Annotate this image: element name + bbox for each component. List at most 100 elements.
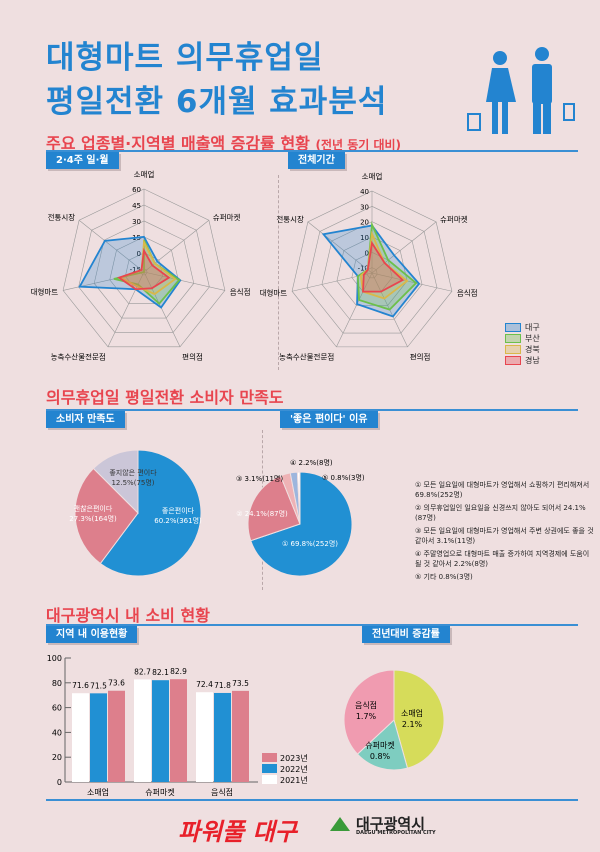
pie-slice bbox=[296, 471, 301, 525]
radar-tick-label: -15 bbox=[130, 266, 141, 274]
pie-label: ③ 3.1%(11명) bbox=[236, 474, 283, 483]
radar-series-대구 bbox=[321, 224, 421, 318]
radar-grid-ring bbox=[321, 221, 423, 320]
page-title-line2: 평일전환 6개월 효과분석 bbox=[46, 84, 388, 120]
radar-tick-label: 0 bbox=[365, 249, 369, 257]
divider bbox=[46, 409, 578, 411]
pie-value: 27.3%(164명) bbox=[69, 514, 117, 523]
tab-satisfaction: 소비자 만족도 bbox=[46, 411, 125, 428]
radar-tick-label: 30 bbox=[360, 203, 369, 211]
legend-label: 2021년 bbox=[280, 775, 308, 785]
bar-value-label: 73.5 bbox=[232, 679, 249, 688]
consumption-charts: 0 20 40 60 80 100 71.6 71.5 73.6 소매업 82.7 82.1 82.9 슈… bbox=[47, 654, 445, 797]
radar-axis-label: 대형마트 bbox=[260, 288, 288, 297]
radar-spoke bbox=[143, 271, 225, 291]
radar-series-경남 bbox=[362, 240, 405, 293]
radar-axis-label: 소매업 bbox=[134, 170, 155, 179]
divider bbox=[46, 150, 578, 152]
y-tick-label: 20 bbox=[52, 753, 62, 762]
city-name: 대구광역시 bbox=[356, 815, 426, 833]
x-tick-label: 슈퍼마켓 bbox=[145, 787, 174, 797]
bar-2022년 bbox=[214, 692, 231, 782]
legend-item: 경남 bbox=[505, 355, 540, 366]
radar-grid-ring bbox=[62, 188, 226, 348]
radar-tick-label: 45 bbox=[132, 202, 141, 210]
pie-label: 슈퍼마켓 bbox=[365, 740, 394, 750]
bar-2023년 bbox=[170, 679, 187, 782]
page-title-line1: 대형마트 의무휴업일 bbox=[46, 40, 324, 76]
bar-value-label: 82.7 bbox=[134, 667, 151, 676]
radar-spoke bbox=[307, 221, 373, 274]
daegu-logo-icon bbox=[330, 817, 350, 831]
bar-value-label: 71.5 bbox=[90, 681, 107, 690]
city-name-en: DAEGU METROPOLITAN CITY bbox=[356, 830, 436, 836]
reason-item: ③ 모든 일요일에 대형마트가 영업해서 주변 상권에도 좋을 것 같아서 3.… bbox=[415, 527, 594, 545]
pie-label: 음식점 bbox=[355, 700, 377, 710]
pie-slice bbox=[74, 467, 139, 565]
bar-value-label: 82.1 bbox=[152, 668, 169, 677]
bar-2021년 bbox=[196, 692, 213, 782]
y-tick-label: 80 bbox=[52, 679, 62, 688]
bar-2023년 bbox=[232, 690, 249, 782]
radar-axis-label: 슈퍼마켓 bbox=[440, 214, 468, 224]
radar-axis-label: 농축수산물전문점 bbox=[51, 351, 106, 361]
radar-grid-ring bbox=[291, 190, 453, 348]
tab-yoy-change: 전년대비 증감률 bbox=[362, 626, 450, 643]
reason-item: ④ 주말영업으로 대형마트 매출 증가하여 지역경제에 도움이 될 것 같아서 … bbox=[415, 550, 590, 568]
section2-title: 의무휴업일 평일전환 소비자 만족도 bbox=[46, 388, 284, 407]
radar-grid-ring bbox=[336, 236, 408, 306]
radar-axis-label: 슈퍼마켓 bbox=[213, 212, 241, 222]
slogan-logo: 파워풀 대구 bbox=[178, 818, 297, 846]
reason-item: ② 의무휴업일인 일요일을 신경쓰지 않아도 되어서 24.1%(87명) bbox=[415, 504, 586, 522]
bar-2022년 bbox=[90, 693, 107, 782]
pie-value: 2.1% bbox=[402, 720, 423, 729]
bar-value-label: 72.4 bbox=[196, 680, 213, 689]
radar-grid-ring bbox=[78, 204, 210, 333]
bar-2021년 bbox=[134, 679, 151, 782]
bar-value-label: 71.8 bbox=[214, 681, 231, 690]
radar-spoke bbox=[371, 272, 453, 292]
pie-label: ② 24.1%(87명) bbox=[236, 509, 288, 518]
radar-axis-label: 농축수산물전문점 bbox=[279, 351, 334, 361]
radar-spoke bbox=[371, 221, 437, 274]
radar-tick-label: 60 bbox=[132, 186, 141, 194]
legend-swatch bbox=[262, 753, 277, 762]
radar-tick-label: -10 bbox=[358, 265, 369, 273]
pie-label: 좋지않은 편이다 bbox=[109, 468, 157, 477]
bar-2022년 bbox=[152, 680, 169, 782]
radar-grid-ring bbox=[306, 205, 438, 334]
tab-biweekly: 2·4주 일·월 bbox=[46, 152, 119, 169]
radar-axis-label: 편의점 bbox=[410, 351, 431, 361]
radar-axis-label: 편의점 bbox=[182, 351, 203, 361]
reason-item: ⑤ 기타 0.8%(3명) bbox=[415, 573, 473, 581]
radar-tick-label: 20 bbox=[360, 219, 369, 227]
legend-swatch bbox=[262, 764, 277, 773]
radar-tick-label: 10 bbox=[360, 234, 369, 242]
radar-series-대구 bbox=[78, 235, 182, 309]
legend-label: 2023년 bbox=[280, 753, 308, 763]
legend-item: 대구 bbox=[505, 322, 540, 333]
bar-2021년 bbox=[72, 693, 89, 782]
pie-value: 60.2%(361명) bbox=[154, 516, 202, 525]
bar-value-label: 71.6 bbox=[72, 681, 89, 690]
pie-label: ⑤ 0.8%(3명) bbox=[322, 473, 365, 482]
bar-value-label: 73.6 bbox=[108, 679, 125, 688]
reason-item: ① 모든 일요일에 대형마트가 영업해서 쇼핑하기 편리해져서 69.8%(25… bbox=[415, 481, 590, 499]
x-tick-label: 음식점 bbox=[211, 787, 233, 797]
radar-tick-label: 40 bbox=[360, 188, 369, 196]
radar-tick-label: 0 bbox=[137, 250, 141, 258]
pie-value: 1.7% bbox=[356, 712, 377, 721]
y-tick-label: 60 bbox=[52, 704, 62, 713]
y-tick-label: 100 bbox=[47, 654, 62, 663]
y-tick-label: 40 bbox=[52, 728, 62, 737]
legend-item: 부산 bbox=[505, 333, 540, 344]
pie-slice bbox=[92, 449, 139, 515]
reasons-list: ① 모든 일요일에 대형마트가 영업해서 쇼핑하기 편리해져서 69.8%(25… bbox=[415, 480, 595, 585]
pie-slice bbox=[356, 719, 409, 771]
tab-local-usage: 지역 내 이용현황 bbox=[46, 626, 138, 643]
divider bbox=[46, 799, 578, 801]
pie-value: 12.5%(75명) bbox=[111, 478, 154, 487]
divider bbox=[46, 624, 578, 626]
y-tick-label: 0 bbox=[57, 778, 62, 787]
